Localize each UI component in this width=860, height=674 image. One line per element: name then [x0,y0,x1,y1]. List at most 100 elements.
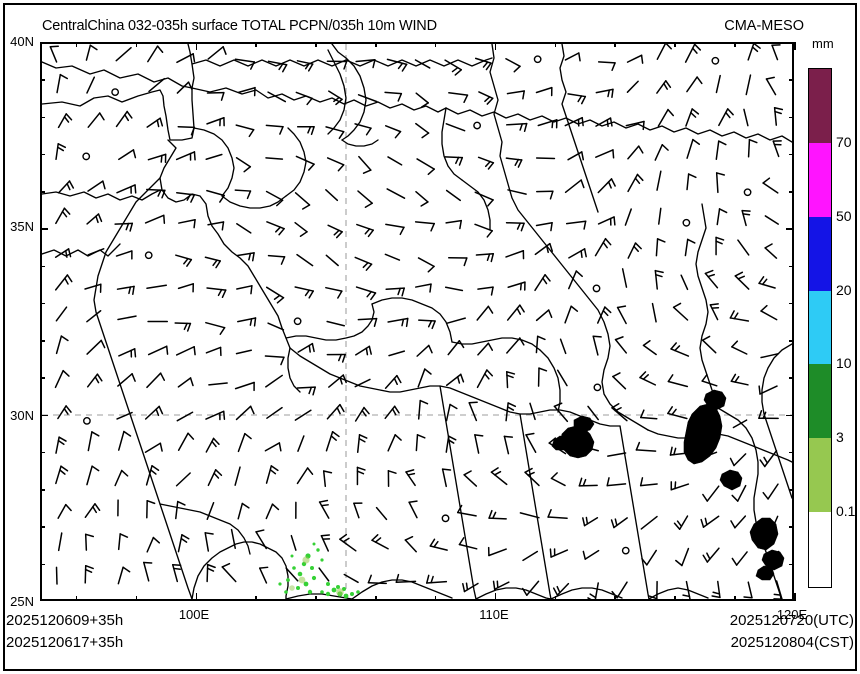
wind-barb-flag [249,405,255,415]
wind-barb-flag [431,320,436,330]
wind-barb-shaft [741,209,747,227]
wind-barb-flag [516,222,521,230]
wind-barb-shaft [701,380,718,387]
wind-barb-flag [447,438,455,444]
wind-barb-shaft [387,434,396,452]
wind-barb-flag [607,181,612,189]
wind-barb-flag [335,98,343,106]
wind-barb-shaft [445,435,450,453]
wind-barb-flag [460,373,465,383]
wind-barb-flag [773,107,784,111]
wind-barb-shaft [414,59,431,69]
wind-barb-shaft [709,304,719,321]
wind-barb-shaft [760,310,778,321]
wind-barb-flag [542,277,548,285]
wind-barb-flag [307,163,315,171]
wind-barb-flag [212,259,218,267]
wind-barb-flag [692,138,701,145]
wind-barb-shaft [568,248,586,259]
wind-barb-flag [733,312,739,320]
wind-barb-shaft [627,242,637,259]
wind-barb-shaft [356,434,361,453]
wind-barb-flag [642,339,651,347]
wind-barb-shaft [444,59,463,71]
wind-barb-flag [525,432,535,436]
wind-barb-flag [711,595,721,599]
xtick-120 [794,593,796,601]
colorbar-band-5 [809,438,831,513]
wind-barb-shaft [146,188,166,192]
ytick-32 [40,340,45,342]
wind-barb-flag [318,499,329,503]
wind-barb-shaft [686,76,698,93]
xtick-112 [554,42,557,47]
wind-barb-shaft [474,223,493,232]
wind-barb-flag [634,242,642,250]
wind-barb-flag [311,342,315,353]
wind-barb-flag [549,242,554,252]
wind-barb-shaft [730,380,749,386]
wind-barb-flag [279,126,284,135]
wind-barb-flag [160,154,163,163]
xlabel-110e: 110E [479,607,509,622]
wind-barb-flag [616,305,627,309]
wind-barb-flag [609,117,613,127]
wind-barb-shaft [731,346,748,355]
wind-barb-flag [606,119,609,128]
wind-barb-shaft [734,515,747,529]
wind-barb-flag [610,519,615,529]
wind-barb-flag [687,173,697,179]
xtick-108 [434,42,437,47]
wind-barb-flag [667,406,673,415]
colorbar[interactable] [808,68,832,588]
wind-barb-shaft [114,469,123,487]
wind-barb-shaft [57,180,71,194]
wind-barb-flag [665,80,672,89]
wind-barb-flag [485,62,492,71]
wind-barb-shaft [55,143,59,161]
wind-barb-flag [96,373,103,382]
wind-barb-flag [513,65,521,73]
wind-barb-shaft [732,419,748,429]
wind-barb-shaft [716,208,721,226]
wind-barb-flag [320,534,331,537]
wind-barb-flag [49,45,59,48]
wind-barb-shaft [285,567,299,582]
wind-barb-flag [337,164,345,172]
colorbar-band-1 [809,142,831,217]
wind-barb-flag [343,60,348,70]
wind-barb-shaft [773,107,778,126]
wind-barb-flag [673,447,677,456]
wind-barb-flag [126,110,133,119]
wind-barb-shaft [770,515,779,533]
wind-barb-flag [250,285,253,295]
wind-barb-shaft [295,155,315,165]
wind-barb-flag [173,567,181,571]
wind-barb-flag [131,373,136,382]
ytick-26 [40,563,45,566]
wind-barb-flag [186,258,193,267]
map-plot-area[interactable] [40,42,794,601]
wind-barb-shaft [475,253,495,256]
model-label: CMA-MESO [724,18,804,34]
xtick-118 [734,596,736,601]
wind-barb-shaft [175,500,179,520]
wind-barb-flag [548,437,557,444]
wind-barb-shaft [175,151,196,161]
wind-barb-flag [484,96,491,103]
wind-barb-shaft [656,170,662,191]
wind-barb-shaft [86,309,102,323]
wind-barb-flag [459,219,462,230]
wind-barb-flag [368,345,372,355]
wind-barb-shaft [235,124,255,131]
wind-barb-shaft [264,442,281,452]
wind-barb-flag [607,89,611,98]
wind-barb-flag [97,213,103,223]
wind-barb-flag [655,273,663,278]
wind-barb-shaft [118,348,136,357]
wind-barb-shaft [177,534,183,553]
ytick-31 [40,377,45,379]
wind-barb-shaft [596,306,606,324]
ylabel-35n: 35N [10,219,34,234]
wind-barb-shaft [294,221,308,233]
